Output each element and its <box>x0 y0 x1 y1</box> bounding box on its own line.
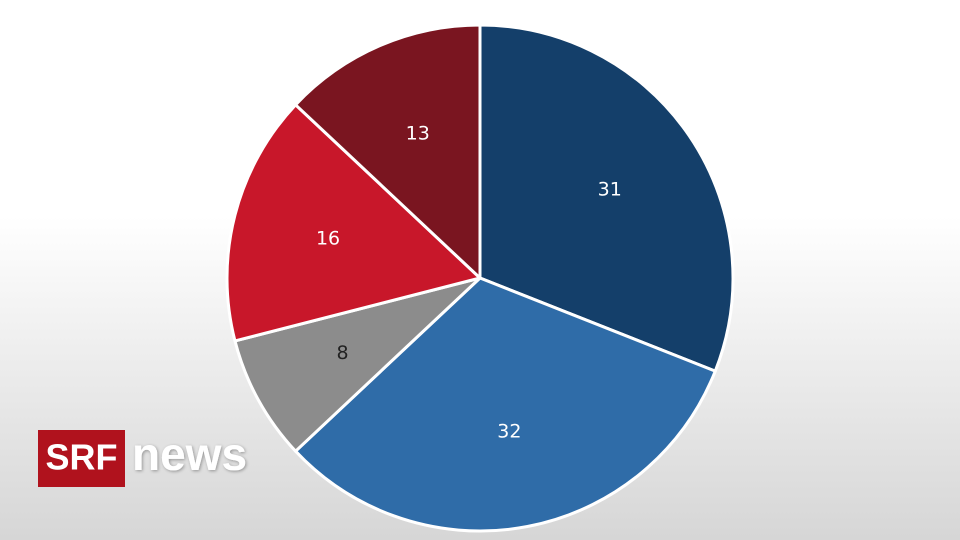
pie-slice <box>478 23 735 373</box>
value-label: 8 <box>336 342 348 364</box>
pie-slice <box>294 23 482 280</box>
value-label: 13 <box>406 123 430 145</box>
pie-slice <box>294 276 717 533</box>
logo-box <box>38 430 125 487</box>
value-label: 31 <box>598 178 622 200</box>
value-label: 32 <box>497 421 521 443</box>
pie-chart: 31 32 8 16 13 <box>225 23 735 533</box>
logo: SRF news <box>38 428 247 487</box>
pie-slice <box>233 276 482 453</box>
value-label: 16 <box>316 227 340 249</box>
logo-product: news <box>132 428 247 480</box>
logo-brand: SRF <box>46 437 118 478</box>
pie-slice <box>225 103 482 343</box>
